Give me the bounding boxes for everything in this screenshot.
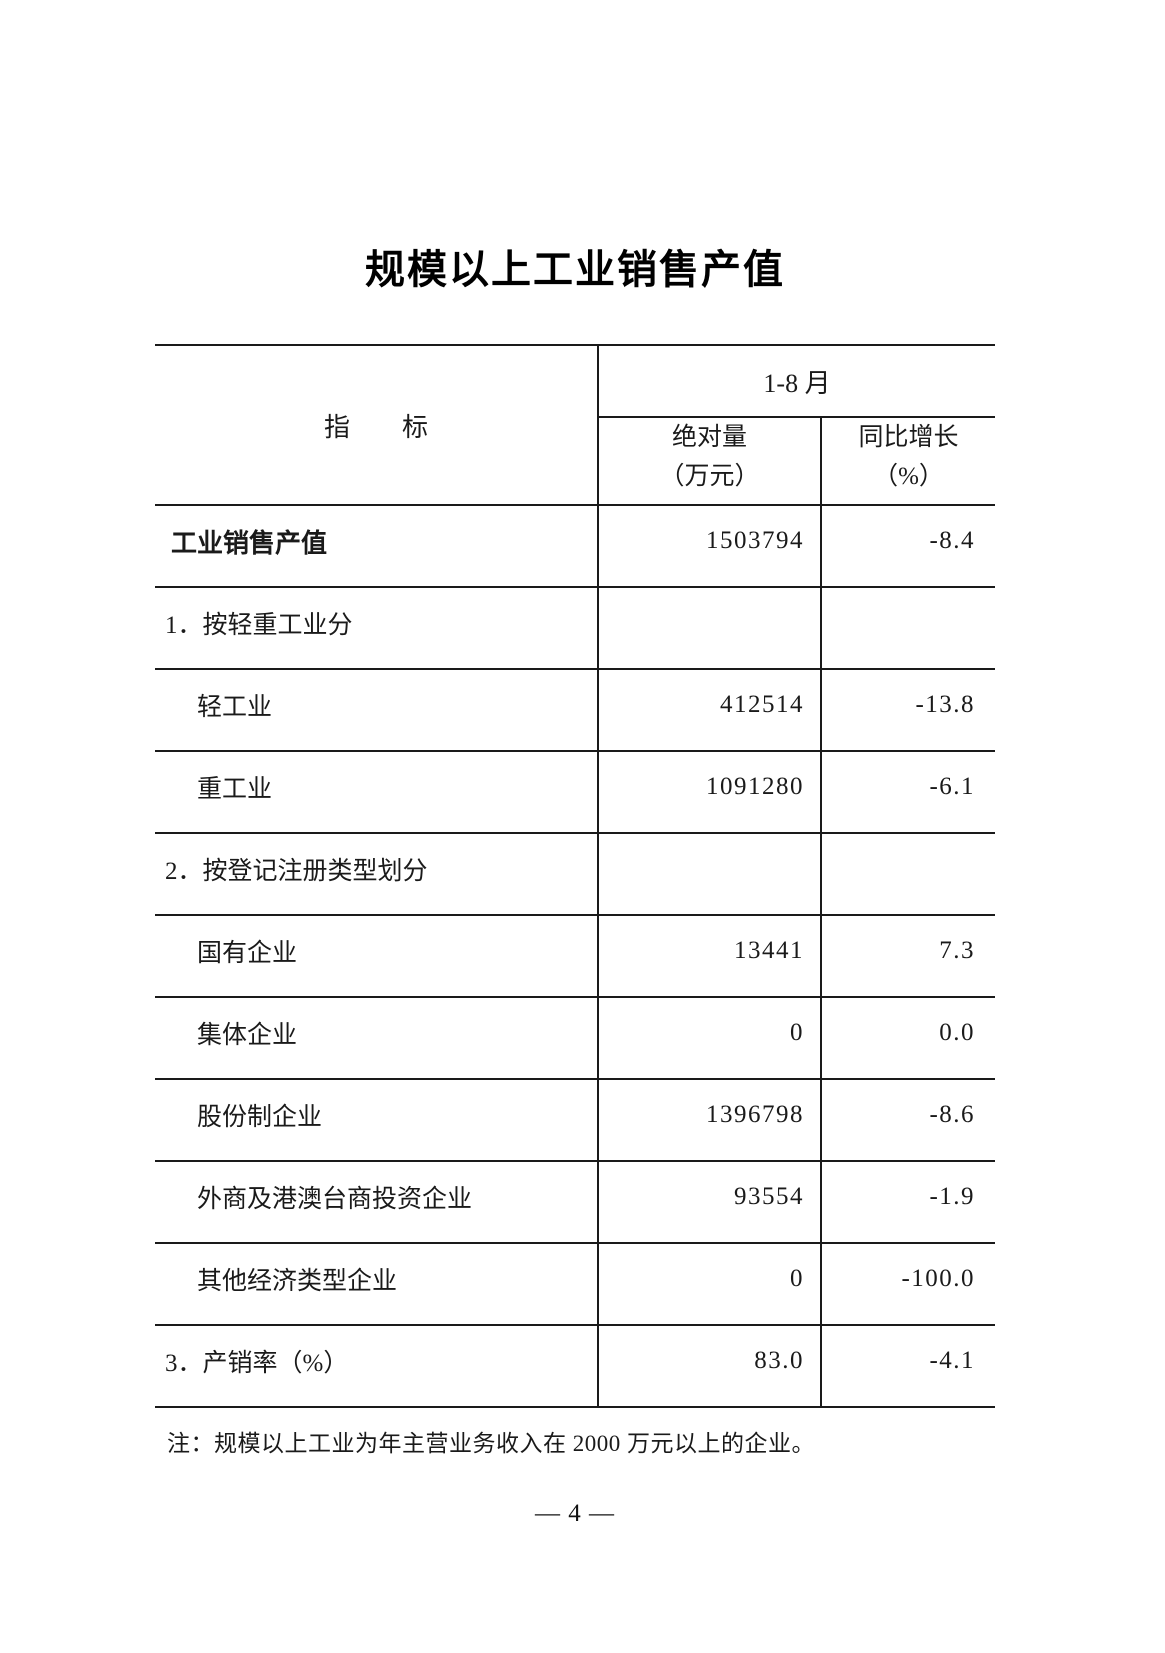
absolute-value-cell: 1396798 [598,1079,822,1162]
absolute-value-cell: 1091280 [598,751,822,834]
header-absolute-value: 绝对量 （万元） [598,417,822,506]
growth-cell: -4.1 [821,1325,996,1408]
absolute-value-cell [598,587,822,670]
header-absolute-line1: 绝对量 [671,424,747,452]
header-absolute-line2: （万元） [659,463,760,490]
header-row-period: 指 标 1-8 月 [155,345,996,506]
growth-cell [821,587,996,670]
table-footnote: 注：规模以上工业为年主营业务收入在 2000 万元以上的企业。 [167,1431,815,1456]
growth-cell: 7.3 [821,915,996,998]
indicator-cell: 其他经济类型企业 [155,1243,599,1326]
header-growth-line1: 同比增长 [858,424,959,452]
growth-cell: -100.0 [821,1243,996,1326]
table-row: 重工业 1091280 -6.1 [155,751,996,834]
indicator-cell: 重工业 [155,751,599,834]
header-growth: 同比增长 （%） [821,417,996,506]
indicator-cell: 国有企业 [155,915,599,998]
table-row: 工业销售产值 1503794 -8.4 [155,505,996,588]
table-row: 轻工业 412514 -13.8 [155,669,996,752]
indicator-cell: 3．产销率（%） [155,1325,599,1408]
indicator-cell: 轻工业 [155,669,599,752]
indicator-cell: 1．按轻重工业分 [155,587,599,670]
table-row: 3．产销率（%） 83.0 -4.1 [155,1325,996,1408]
header-indicator: 指 标 [155,345,599,506]
table-row: 集体企业 0 0.0 [155,997,996,1080]
absolute-value-cell [598,833,822,916]
absolute-value-cell: 93554 [598,1161,822,1244]
growth-cell: -6.1 [821,751,996,834]
page-number: — 4 — [535,1500,615,1527]
header-growth-line2: （%） [873,463,944,490]
growth-cell [821,833,996,916]
growth-cell: -8.4 [821,505,996,588]
absolute-value-cell: 412514 [598,669,822,752]
table-row: 其他经济类型企业 0 -100.0 [155,1243,996,1326]
growth-cell: -13.8 [821,669,996,752]
indicator-cell: 工业销售产值 [155,505,599,588]
growth-cell: 0.0 [821,997,996,1080]
absolute-value-cell: 0 [598,997,822,1080]
content-area: 规模以上工业销售产值 指 标 1-8 月 绝对量 （万元） 同比增长 （%） [155,0,996,1528]
absolute-value-cell: 0 [598,1243,822,1326]
table-row: 1．按轻重工业分 [155,587,996,670]
indicator-cell: 集体企业 [155,997,599,1080]
table-row: 2．按登记注册类型划分 [155,833,996,916]
absolute-value-cell: 83.0 [598,1325,822,1408]
header-row-measures: 绝对量 （万元） 同比增长 （%） [155,417,996,506]
table-row: 外商及港澳台商投资企业 93554 -1.9 [155,1161,996,1244]
header-period: 1-8 月 [598,345,996,418]
growth-cell: -1.9 [821,1161,996,1244]
growth-cell: -8.6 [821,1079,996,1162]
industrial-sales-table: 指 标 1-8 月 绝对量 （万元） 同比增长 （%） 工业销售产值 [155,344,996,1408]
absolute-value-cell: 1503794 [598,505,822,588]
indicator-cell: 2．按登记注册类型划分 [155,833,599,916]
page-title: 规模以上工业销售产值 [365,248,785,292]
table-row: 国有企业 13441 7.3 [155,915,996,998]
indicator-cell: 外商及港澳台商投资企业 [155,1161,599,1244]
table-row: 股份制企业 1396798 -8.6 [155,1079,996,1162]
indicator-cell: 股份制企业 [155,1079,599,1162]
absolute-value-cell: 13441 [598,915,822,998]
